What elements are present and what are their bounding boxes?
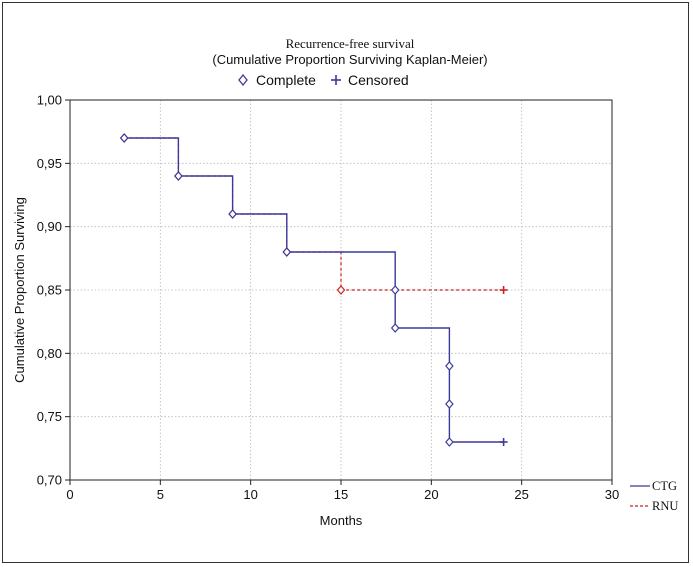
chart-subtitle: (Cumulative Proportion Surviving Kaplan-…	[212, 52, 487, 67]
x-tick-label: 20	[424, 487, 438, 502]
survival-series	[119, 133, 508, 447]
y-tick-label: 0,70	[37, 473, 62, 488]
y-axis-ticks: 0,70 0,75 0,80 0,85 0,90 0,95 1,00	[37, 93, 70, 488]
chart-title: Recurrence-free survival	[286, 36, 415, 51]
x-axis-label: Months	[320, 513, 363, 528]
x-axis-ticks: 0 5 10 15 20 25 30	[66, 480, 619, 502]
complete-marker-icon	[238, 73, 248, 87]
ctg-event-point	[174, 171, 183, 181]
marker-legend: Complete Censored	[238, 72, 409, 88]
censored-marker-icon	[331, 75, 341, 85]
complete-legend-label: Complete	[256, 72, 316, 88]
x-tick-label: 30	[605, 487, 619, 502]
x-tick-label: 0	[66, 487, 73, 502]
ctg-survival-line	[124, 137, 504, 443]
ctg-event-point	[445, 399, 454, 409]
y-tick-label: 0,75	[37, 409, 62, 424]
ctg-event-point	[445, 437, 454, 447]
y-axis-label: Cumulative Proportion Surviving	[12, 197, 27, 383]
x-tick-label: 15	[334, 487, 348, 502]
ctg-censored-point	[499, 438, 508, 446]
x-tick-label: 10	[243, 487, 257, 502]
y-tick-label: 0,85	[37, 283, 62, 298]
ctg-event-point	[228, 209, 237, 219]
rnu-event-point	[336, 285, 346, 295]
ctg-event-point	[390, 285, 400, 295]
censored-legend-label: Censored	[348, 72, 409, 88]
rnu-legend-label: RNU	[652, 499, 678, 513]
y-tick-label: 0,90	[37, 219, 62, 234]
y-tick-label: 0,80	[37, 346, 62, 361]
ctg-event-point	[445, 361, 454, 371]
x-tick-label: 25	[514, 487, 528, 502]
x-tick-label: 5	[157, 487, 164, 502]
rnu-censored-point	[499, 286, 508, 294]
ctg-event-point	[282, 247, 292, 257]
ctg-legend-label: CTG	[652, 479, 677, 493]
ctg-event-point	[119, 133, 129, 143]
series-legend: CTG RNU	[630, 479, 678, 513]
ctg-event-point	[390, 323, 400, 333]
y-tick-label: 1,00	[37, 93, 62, 108]
y-tick-label: 0,95	[37, 156, 62, 171]
rnu-survival-line	[124, 137, 504, 291]
